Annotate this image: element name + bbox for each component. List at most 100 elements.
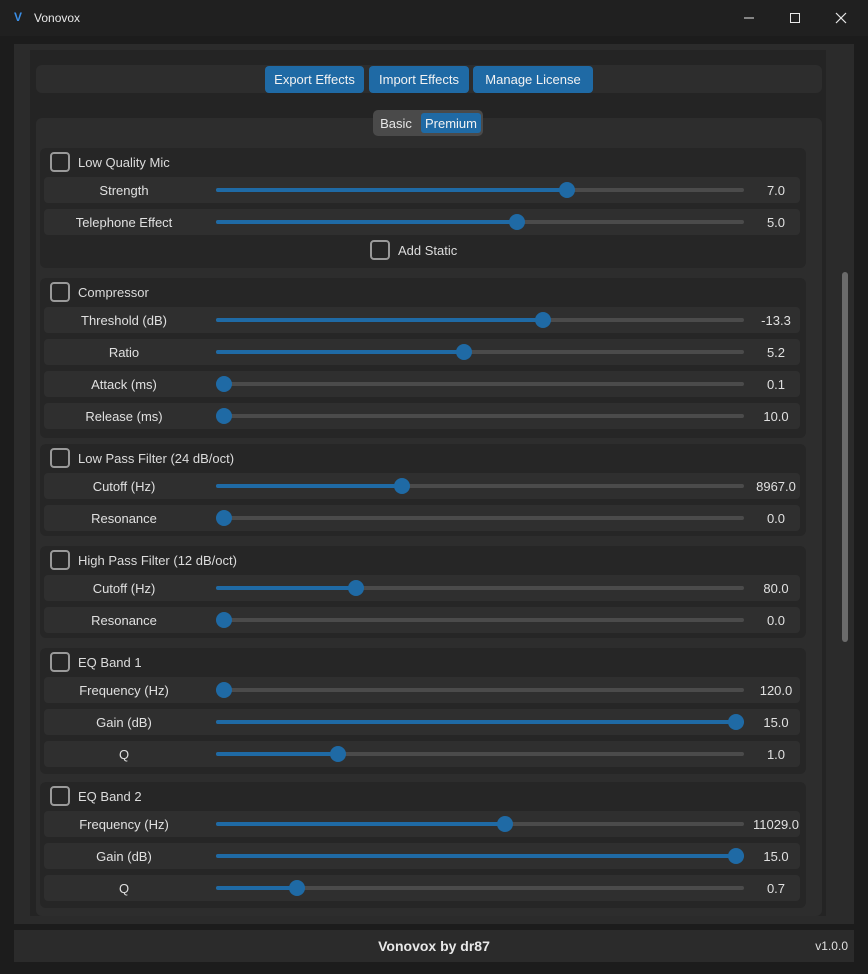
slider-label: Cutoff (Hz) [92,580,156,596]
slider-handle[interactable] [216,612,232,628]
slider-track[interactable] [216,510,744,526]
footer-title: Vonovox by dr87 [378,938,490,954]
slider-handle[interactable] [216,510,232,526]
effect-group: EQ Band 1 Frequency (Hz) 120.0 Gain (dB) 15.… [40,648,806,774]
slider-label: Frequency (Hz) [79,816,169,832]
slider-handle[interactable] [535,312,552,328]
title-bar: V Vonovox [0,0,868,36]
effect-group-header[interactable]: Compressor [50,281,149,303]
slider-track[interactable] [216,478,744,494]
slider-value: 0.0 [766,612,786,628]
slider-handle[interactable] [216,376,232,392]
enable-checkbox[interactable] [50,152,70,172]
slider-handle[interactable] [728,848,744,864]
effects-scroll-area: Export Effects Import Effects Manage Lic… [30,50,826,916]
enable-checkbox[interactable] [50,786,70,806]
slider-value: 10.0 [763,408,789,424]
slider-track[interactable] [216,848,744,864]
slider-track[interactable] [216,214,744,230]
maximize-icon[interactable] [772,0,818,36]
slider-value: 15.0 [763,714,789,730]
import-effects-button[interactable]: Import Effects [369,66,469,93]
effect-group-header[interactable]: EQ Band 2 [50,785,142,807]
slider-handle[interactable] [393,478,410,494]
slider-handle[interactable] [559,182,576,198]
tab-premium[interactable]: Premium [421,113,481,133]
slider-track[interactable] [216,344,744,360]
add-static-option[interactable]: Add Static [370,239,457,261]
effect-group-title: EQ Band 1 [78,654,142,670]
slider-handle[interactable] [497,816,514,832]
slider-track[interactable] [216,408,744,424]
slider-label: Resonance [91,510,157,526]
version-label: v1.0.0 [815,939,848,953]
tab-basic[interactable]: Basic [380,115,412,131]
effect-group: Low Quality Mic Strength 7.0 Telephone Effe… [40,148,806,268]
slider-row: Gain (dB) 15.0 [44,709,800,735]
slider-row: Q 1.0 [44,741,800,767]
effect-group: Compressor Threshold (dB) -13.3 Ratio 5.2 Att… [40,278,806,438]
slider-handle[interactable] [216,682,232,698]
slider-track[interactable] [216,816,744,832]
effect-group-header[interactable]: Low Pass Filter (24 dB/oct) [50,447,234,469]
slider-fill [216,318,544,322]
slider-handle[interactable] [508,214,525,230]
effect-group-header[interactable]: EQ Band 1 [50,651,142,673]
slider-value: 0.1 [766,376,786,392]
slider-value: 11029.0 [752,816,800,832]
slider-label: Gain (dB) [96,848,152,864]
enable-checkbox[interactable] [50,448,70,468]
slider-label: Frequency (Hz) [79,682,169,698]
slider-row: Resonance 0.0 [44,505,800,531]
slider-label: Strength [99,182,149,198]
slider-row: Threshold (dB) -13.3 [44,307,800,333]
slider-track[interactable] [216,746,744,762]
slider-track[interactable] [216,612,744,628]
slider-fill [216,720,744,724]
slider-fill [216,822,506,826]
slider-track[interactable] [216,682,744,698]
slider-fill [216,886,297,890]
slider-handle[interactable] [330,746,347,762]
effect-group-title: Compressor [78,284,149,300]
close-icon[interactable] [818,0,864,36]
slider-row: Q 0.7 [44,875,800,901]
slider-label: Telephone Effect [75,214,173,230]
effect-group: High Pass Filter (12 dB/oct) Cutoff (Hz) 8… [40,546,806,638]
effect-group-title: High Pass Filter (12 dB/oct) [78,552,237,568]
slider-fill [216,752,339,756]
slider-row: Attack (ms) 0.1 [44,371,800,397]
slider-track[interactable] [216,714,744,730]
slider-handle[interactable] [347,580,364,596]
slider-track[interactable] [216,376,744,392]
export-effects-button[interactable]: Export Effects [265,66,364,93]
manage-license-button[interactable]: Manage License [473,66,593,93]
slider-handle[interactable] [288,880,305,896]
slider-track[interactable] [216,182,744,198]
slider-row: Resonance 0.0 [44,607,800,633]
slider-track[interactable] [216,880,744,896]
add-static-checkbox[interactable] [370,240,390,260]
scrollbar[interactable] [842,272,848,642]
slider-handle[interactable] [456,344,473,360]
window-title: Vonovox [34,11,81,25]
slider-row: Ratio 5.2 [44,339,800,365]
slider-fill [216,854,744,858]
slider-handle[interactable] [728,714,744,730]
effect-group-header[interactable]: High Pass Filter (12 dB/oct) [50,549,237,571]
slider-row: Frequency (Hz) 11029.0 [44,811,800,837]
enable-checkbox[interactable] [50,282,70,302]
effect-group-header[interactable]: Low Quality Mic [50,151,170,173]
slider-fill [216,220,517,224]
slider-label: Ratio [108,344,140,360]
slider-value: 15.0 [763,848,789,864]
slider-handle[interactable] [216,408,232,424]
slider-track[interactable] [216,312,744,328]
slider-value: 1.0 [766,746,786,762]
enable-checkbox[interactable] [50,652,70,672]
minimize-icon[interactable] [726,0,772,36]
effect-group-title: EQ Band 2 [78,788,142,804]
enable-checkbox[interactable] [50,550,70,570]
slider-value: 120.0 [759,682,793,698]
slider-track[interactable] [216,580,744,596]
